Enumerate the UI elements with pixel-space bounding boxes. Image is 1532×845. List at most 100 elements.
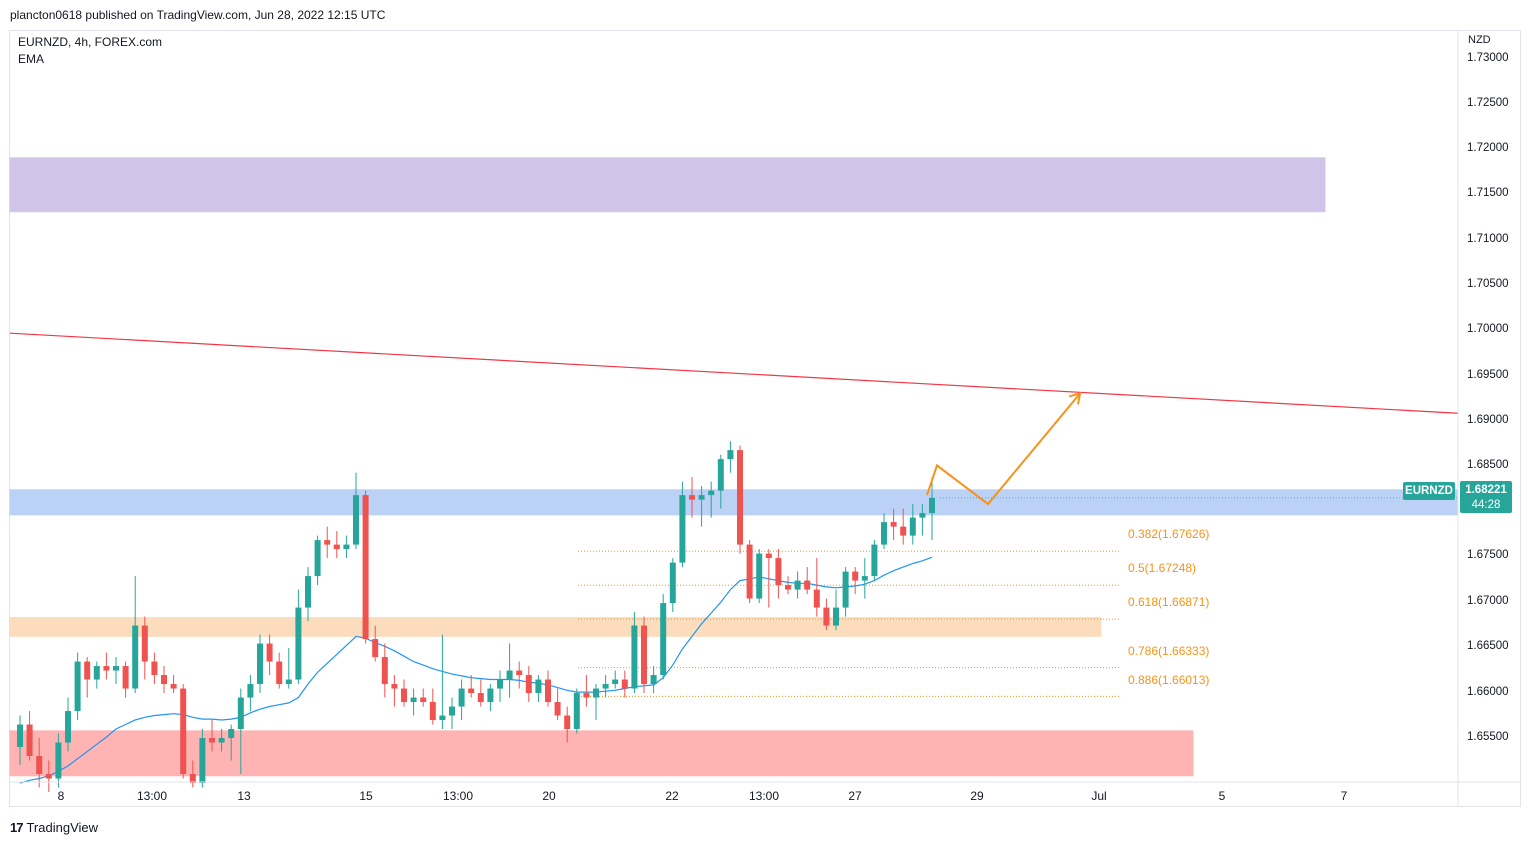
candle-body bbox=[669, 562, 676, 604]
candle bbox=[506, 643, 513, 698]
candle bbox=[266, 634, 273, 676]
candle bbox=[429, 688, 436, 725]
fib-label-0618: 0.618(1.66871) bbox=[1128, 595, 1210, 609]
candle bbox=[362, 490, 369, 644]
candle-body bbox=[785, 585, 791, 590]
candle-body bbox=[132, 625, 139, 689]
time-tick: 8 bbox=[57, 789, 65, 803]
candle-body bbox=[919, 513, 926, 518]
candle-body bbox=[84, 661, 91, 680]
candle bbox=[372, 625, 379, 662]
candle-body bbox=[813, 589, 820, 608]
candle-body bbox=[237, 697, 244, 730]
tradingview-logo[interactable]: 17 TradingView bbox=[10, 820, 98, 835]
candle-body bbox=[497, 679, 503, 689]
candle-body bbox=[679, 495, 686, 563]
price-tick: 1.68500 bbox=[1467, 459, 1509, 471]
price-tick: 1.69500 bbox=[1467, 369, 1509, 381]
candle bbox=[852, 567, 859, 595]
candle bbox=[794, 571, 801, 599]
blue-zone bbox=[9, 489, 1459, 516]
candle bbox=[554, 688, 561, 721]
candle-body bbox=[881, 522, 887, 545]
candle bbox=[650, 666, 657, 694]
candle-body bbox=[765, 553, 772, 559]
candle-body bbox=[833, 607, 839, 626]
candle bbox=[813, 558, 820, 617]
price-tick: 1.69000 bbox=[1467, 414, 1509, 426]
candle bbox=[247, 675, 254, 712]
price-tick: 1.71500 bbox=[1467, 187, 1509, 199]
price-tick: 1.71000 bbox=[1467, 233, 1509, 245]
time-tick: 13 bbox=[237, 789, 251, 803]
candle bbox=[439, 634, 446, 730]
candle-body bbox=[852, 571, 859, 581]
candle-body bbox=[36, 756, 43, 775]
candle bbox=[919, 504, 926, 536]
orange-zone bbox=[9, 616, 1102, 637]
candle-body bbox=[477, 693, 484, 703]
candle-body bbox=[909, 517, 916, 536]
candle-body bbox=[55, 742, 62, 779]
price-tick: 1.73000 bbox=[1467, 52, 1509, 64]
time-tick: 15 bbox=[359, 789, 373, 803]
candle bbox=[122, 661, 129, 698]
candle bbox=[861, 558, 868, 599]
candle bbox=[602, 675, 609, 698]
candle-body bbox=[74, 661, 81, 712]
candle bbox=[391, 675, 398, 707]
candle-body bbox=[65, 711, 71, 743]
candle-body bbox=[429, 702, 436, 721]
candle bbox=[871, 540, 878, 581]
indicator-label[interactable]: EMA bbox=[18, 52, 45, 66]
candle bbox=[36, 738, 43, 788]
tradingview-icon: 17 bbox=[10, 820, 24, 835]
candle bbox=[45, 760, 52, 792]
candle-body bbox=[641, 625, 647, 685]
candle-body bbox=[266, 643, 273, 662]
price-tick: 1.66500 bbox=[1467, 640, 1509, 652]
red-zone bbox=[9, 730, 1194, 777]
candle bbox=[785, 576, 791, 595]
candle bbox=[833, 589, 839, 631]
candle-body bbox=[26, 724, 33, 757]
candle-body bbox=[554, 702, 561, 716]
candle-body bbox=[890, 522, 897, 527]
candle-body bbox=[161, 675, 167, 685]
candle-body bbox=[756, 553, 763, 599]
trendline-layer bbox=[9, 332, 1459, 414]
candle-body bbox=[103, 666, 110, 671]
candle-body bbox=[929, 497, 935, 514]
candle-body bbox=[631, 625, 638, 689]
candle bbox=[189, 760, 196, 788]
candle-body bbox=[276, 661, 283, 685]
time-tick: 13:00 bbox=[442, 789, 474, 803]
candle-body bbox=[842, 571, 849, 608]
symbol-title[interactable]: EURNZD, 4h, FOREX.com bbox=[18, 35, 163, 49]
time-tick: 29 bbox=[970, 789, 984, 803]
candle bbox=[84, 657, 91, 698]
brand-label: TradingView bbox=[26, 820, 99, 835]
price-tick: 1.66000 bbox=[1467, 686, 1509, 698]
candle-body bbox=[170, 684, 177, 689]
candle-body bbox=[381, 657, 388, 685]
candle bbox=[218, 729, 225, 752]
price-tick: 1.65500 bbox=[1467, 731, 1509, 743]
candle bbox=[564, 706, 571, 743]
candle bbox=[26, 711, 33, 761]
candle-body bbox=[458, 688, 465, 707]
candle bbox=[65, 697, 71, 752]
candle bbox=[141, 616, 148, 680]
candle bbox=[324, 526, 331, 559]
candle bbox=[132, 576, 139, 694]
time-tick: 20 bbox=[542, 789, 556, 803]
candle-body bbox=[180, 688, 187, 775]
candle-body bbox=[401, 688, 407, 703]
candle-body bbox=[746, 544, 753, 599]
time-tick: 27 bbox=[848, 789, 862, 803]
candle-body bbox=[353, 495, 359, 545]
candle bbox=[535, 675, 542, 703]
purple-zone bbox=[9, 157, 1326, 213]
chart-frame bbox=[9, 30, 1521, 807]
